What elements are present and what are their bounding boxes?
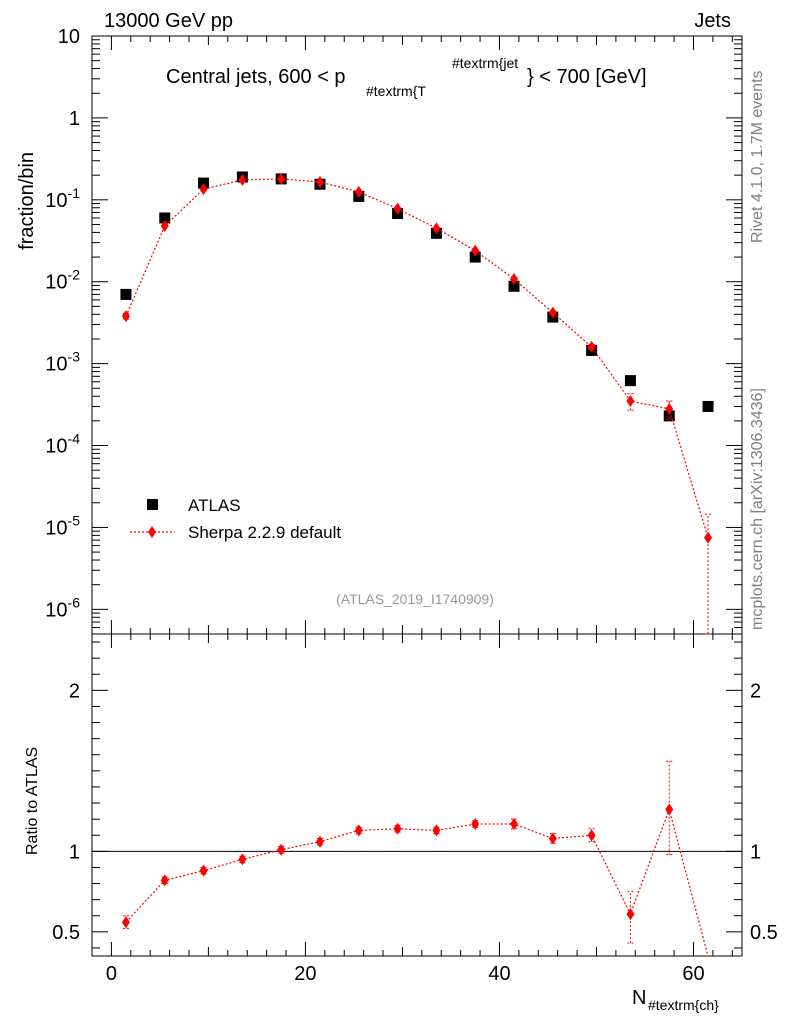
legend-sherpa-label: Sherpa 2.2.9 default xyxy=(188,523,341,542)
sherpa-data-point xyxy=(393,202,402,215)
y-tick-label-main: 10-6 xyxy=(45,594,80,621)
y-tick-label-main: 10-5 xyxy=(45,512,80,539)
main-plot-frame xyxy=(91,35,743,635)
atlas-data-point xyxy=(159,212,171,224)
ratio-data-point xyxy=(238,853,247,866)
axis-ticks xyxy=(92,35,742,956)
ratio-data-point xyxy=(587,829,596,842)
sherpa-data-point xyxy=(121,310,130,323)
ratio-data-point xyxy=(354,824,363,837)
atlas-data-point xyxy=(120,288,132,300)
legend-atlas-label: ATLAS xyxy=(188,496,241,515)
y-tick-label-main: 10-2 xyxy=(45,267,80,294)
jets-label: Jets xyxy=(694,10,731,32)
plot-title-subscript: #textrm{T xyxy=(366,83,426,99)
x-tick-label: 60 xyxy=(682,963,704,985)
ratio-data-point xyxy=(393,822,402,835)
x-tick-label: 40 xyxy=(488,963,510,985)
y-tick-label-main: 10-4 xyxy=(45,431,80,458)
x-axis-label-subscript: #textrm{ch} xyxy=(648,997,719,1013)
rivet-label: Rivet 4.1.0, 1.7M events xyxy=(749,70,766,243)
sherpa-data-point xyxy=(626,394,635,407)
sherpa-data-point xyxy=(160,219,169,232)
sherpa-line xyxy=(125,178,709,538)
sherpa-data-point xyxy=(587,340,596,353)
energy-label: 13000 GeV pp xyxy=(104,10,233,32)
ratio-data-point xyxy=(471,817,480,830)
sherpa-data-point xyxy=(510,272,519,285)
sherpa-data-point xyxy=(548,306,557,319)
x-tick-labels: 0 20 40 60 xyxy=(106,963,705,985)
y-axis-label-main: fraction/bin xyxy=(16,152,38,250)
atlas-data-point xyxy=(702,400,714,412)
legend-sherpa-marker xyxy=(148,526,156,538)
atlas-data-point xyxy=(624,375,636,387)
x-tick-label: 20 xyxy=(294,963,316,985)
x-tick-label: 0 xyxy=(106,963,117,985)
y-tick-label-ratio-right: 1 xyxy=(750,841,761,863)
mcplots-label: mcplots.cern.ch [arXiv:1306.3436] xyxy=(749,388,766,630)
y-tick-label-ratio-right: 2 xyxy=(750,680,761,702)
y-tick-label-main: 1 xyxy=(69,108,80,130)
ratio-data-point xyxy=(665,803,674,816)
atlas-data-point xyxy=(508,280,520,292)
atlas-data-point xyxy=(469,251,481,263)
y-tick-label-ratio-left: 2 xyxy=(69,680,80,702)
sherpa-data-point xyxy=(354,185,363,198)
y-tick-label-main: 10-3 xyxy=(45,349,80,376)
ratio-data-point xyxy=(277,843,286,856)
atlas-data-point xyxy=(663,410,675,422)
ratio-y-tick-labels: 0.5 0.5 1 1 2 2 xyxy=(52,680,778,944)
legend-atlas-marker xyxy=(147,499,158,510)
sherpa-data-point xyxy=(315,175,324,188)
ratio-data-point xyxy=(160,874,169,887)
plot-title: Central jets, 600 < p xyxy=(166,66,346,88)
ratio-data-point xyxy=(315,835,324,848)
sherpa-data-point xyxy=(665,402,674,415)
atlas-data-point xyxy=(198,177,210,189)
data-marks xyxy=(120,171,714,957)
sherpa-data-point xyxy=(704,531,713,544)
sherpa-data-point xyxy=(238,173,247,186)
ratio-data-point xyxy=(432,824,441,837)
y-tick-label-ratio-right: 0.5 xyxy=(750,922,778,944)
sherpa-data-point xyxy=(199,183,208,196)
plot-title-tail: } < 700 [GeV] xyxy=(527,66,647,88)
ratio-plot-frame xyxy=(91,633,743,957)
ratio-data-point xyxy=(626,908,635,921)
y-tick-label-ratio-left: 0.5 xyxy=(52,922,80,944)
ratio-data-point xyxy=(510,817,519,830)
sherpa-data-point xyxy=(277,172,286,185)
y-tick-label-main: 10-1 xyxy=(45,185,80,212)
main-y-tick-labels: 10-6 10-5 10-4 10-3 10-2 10-1 1 10 xyxy=(45,26,80,621)
ratio-data-point xyxy=(199,864,208,877)
sherpa-data-point xyxy=(471,244,480,257)
plot-title-superscript: #textrm{jet xyxy=(452,55,518,71)
y-tick-label-main: 10 xyxy=(58,26,80,48)
ratio-line xyxy=(125,807,709,957)
analysis-label: (ATLAS_2019_I1740909) xyxy=(336,591,494,607)
ratio-data-point xyxy=(548,832,557,845)
x-axis-label: N xyxy=(632,987,646,1009)
ratio-data-point xyxy=(121,916,130,929)
sherpa-data-point xyxy=(432,222,441,235)
y-tick-label-ratio-left: 1 xyxy=(69,841,80,863)
y-axis-label-ratio: Ratio to ATLAS xyxy=(24,747,41,855)
